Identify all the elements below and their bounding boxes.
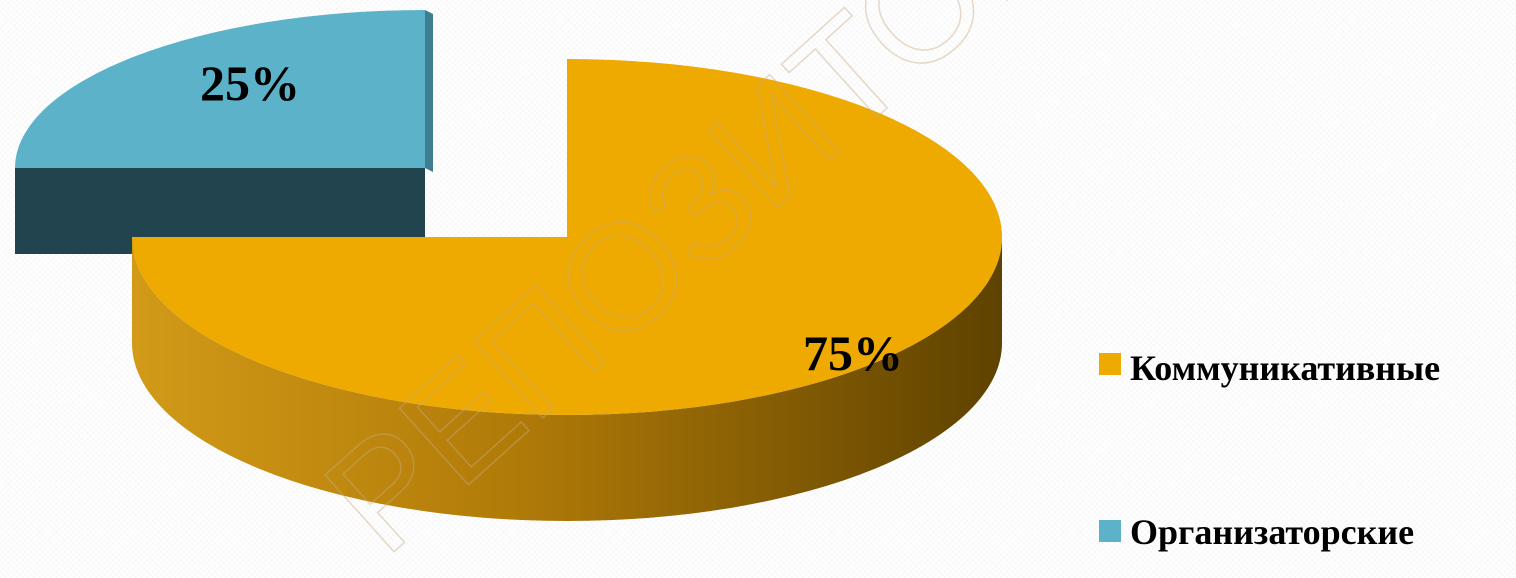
pie-slices bbox=[15, 10, 1002, 521]
slice-kommunikativnye bbox=[132, 59, 1002, 415]
slice-side-kommunikativnye bbox=[132, 237, 1002, 521]
data-labels: 25% 75% bbox=[200, 55, 903, 381]
legend-label: Коммуникативные bbox=[1130, 348, 1440, 388]
legend-item-organizatorskie: Организаторские bbox=[1099, 512, 1414, 552]
legend: Коммуникативные Организаторские bbox=[1099, 348, 1440, 552]
data-label-kommunikativnye: 75% bbox=[803, 325, 903, 381]
legend-item-kommunikativnye: Коммуникативные bbox=[1099, 348, 1440, 388]
slice-edge-organizatorskie bbox=[425, 10, 433, 172]
legend-label: Организаторские bbox=[1130, 512, 1414, 552]
legend-swatch bbox=[1099, 520, 1121, 542]
data-label-organizatorskie: 25% bbox=[200, 55, 300, 111]
slice-organizatorskie bbox=[15, 10, 425, 168]
legend-swatch bbox=[1099, 353, 1121, 375]
slice-side-organizatorskie bbox=[15, 168, 425, 254]
